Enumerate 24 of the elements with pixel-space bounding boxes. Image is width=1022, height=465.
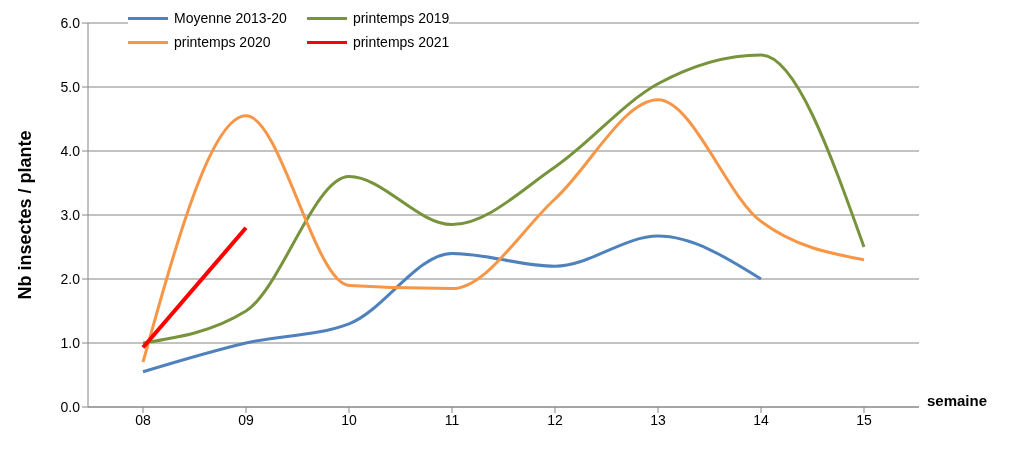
- x-tick-label: 15: [856, 411, 872, 428]
- x-tick-label: 14: [753, 411, 769, 428]
- x-axis-title: semaine: [927, 392, 988, 409]
- legend-label: Moyenne 2013-20: [174, 10, 287, 26]
- legend-label: printemps 2019: [352, 10, 450, 26]
- x-tick-label: 10: [341, 411, 357, 428]
- y-axis-title: Nb insectes / plante: [15, 130, 36, 300]
- line-series: [141, 98, 866, 364]
- y-tick-label: 2.0: [60, 270, 81, 287]
- x-tick-label: 13: [650, 411, 666, 428]
- y-tick-label: 1.0: [60, 334, 81, 351]
- line-series: [141, 234, 763, 374]
- y-tick-label: 3.0: [60, 206, 81, 223]
- y-tick-label: 0.0: [60, 398, 81, 415]
- x-tick-label: 08: [135, 411, 151, 428]
- x-tick-label: 12: [547, 411, 563, 428]
- legend-label: printemps 2021: [352, 34, 450, 50]
- x-tick-label: 11: [444, 411, 460, 428]
- y-tick-label: 5.0: [60, 78, 81, 95]
- legend-label: printemps 2020: [174, 34, 271, 50]
- y-tick-label: 4.0: [60, 142, 81, 159]
- line-series: [141, 53, 866, 345]
- y-tick-label: 6.0: [60, 14, 81, 31]
- x-tick-label: 09: [238, 411, 254, 428]
